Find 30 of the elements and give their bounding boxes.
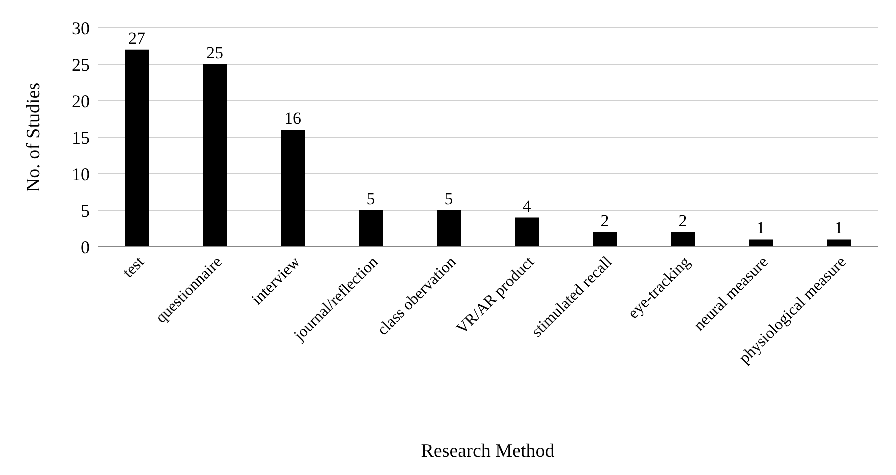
y-axis-title: No. of Studies xyxy=(24,82,45,192)
bar xyxy=(437,210,461,247)
y-tick-label: 25 xyxy=(72,54,90,75)
bar xyxy=(359,210,383,247)
bar xyxy=(203,64,227,247)
data-label: 1 xyxy=(756,218,766,238)
y-tick-label: 20 xyxy=(72,91,90,112)
data-label: 25 xyxy=(206,44,224,62)
bar xyxy=(281,130,305,247)
x-axis-title: Research Method xyxy=(421,441,556,462)
data-label: 4 xyxy=(522,196,532,216)
data-label: 5 xyxy=(366,190,376,208)
y-tick-label: 10 xyxy=(72,164,90,184)
data-label: 16 xyxy=(284,109,302,128)
bar xyxy=(593,232,617,247)
bar xyxy=(671,232,695,247)
data-label: 5 xyxy=(444,190,454,208)
y-tick-label: 30 xyxy=(72,18,90,38)
x-tick-label: test xyxy=(120,253,148,282)
bar xyxy=(515,218,539,247)
data-label: 1 xyxy=(834,218,844,238)
bar xyxy=(749,240,773,247)
data-label: 2 xyxy=(600,211,610,230)
data-label: 27 xyxy=(128,28,146,48)
data-label: 2 xyxy=(678,211,688,230)
y-tick-label: 5 xyxy=(81,200,90,221)
bar xyxy=(827,240,851,247)
bar xyxy=(125,50,149,247)
y-tick-label: 15 xyxy=(72,128,90,148)
y-tick-label: 0 xyxy=(81,237,90,258)
